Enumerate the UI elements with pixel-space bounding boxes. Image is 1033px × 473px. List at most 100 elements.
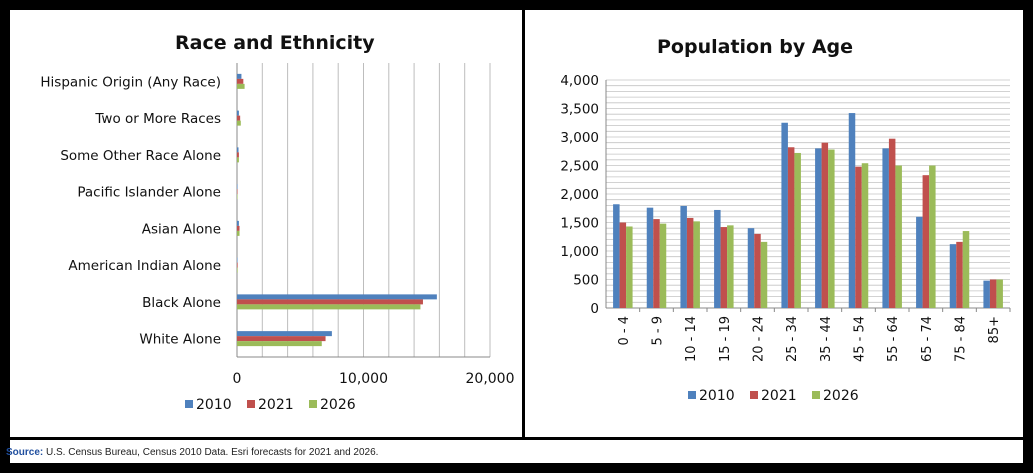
race-bar-white-alone-2026	[237, 341, 322, 347]
age-bar-55-64-2010	[882, 148, 889, 308]
race-bar-hispanic-origin-any-race-2026	[237, 83, 245, 89]
age-y-tick-label: 3,000	[560, 130, 599, 146]
race-category-label-american-indian-alone: American Indian Alone	[68, 258, 221, 274]
age-x-tick-label-15-19: 15 - 19	[718, 316, 733, 362]
frame-source-divider	[0, 437, 1033, 440]
frame-top-border	[0, 0, 1033, 10]
age-legend-label-2010: 2010	[699, 388, 735, 404]
age-bar-85-2021	[989, 279, 997, 308]
age-x-tick-label-10-14: 10 - 14	[684, 316, 699, 362]
age-bar-15-19-2026	[727, 225, 734, 308]
race-legend-label-2026: 2026	[320, 397, 356, 413]
age-y-tick-label: 1,500	[560, 216, 599, 232]
age-y-tick-label: 4,000	[560, 73, 599, 89]
race-bar-pacific-islander-alone-2010	[237, 184, 238, 190]
age-bar-35-44-2021	[821, 142, 829, 308]
race-bar-two-or-more-races-2026	[237, 120, 241, 126]
race-legend-label-2021: 2021	[258, 397, 294, 413]
age-bar-5-9-2026	[659, 223, 667, 308]
age-x-tick-label-5-9: 5 - 9	[651, 316, 666, 346]
frame-center-divider	[522, 0, 525, 440]
age-bar-85-2010	[983, 280, 990, 308]
age-bar-25-34-2010	[781, 122, 788, 308]
age-legend-swatch-2010	[688, 391, 696, 399]
race-bar-american-indian-alone-2026	[237, 267, 238, 273]
age-bar-15-19-2010	[714, 209, 721, 308]
age-legend-swatch-2026	[812, 391, 820, 399]
race-bar-some-other-race-alone-2021	[237, 152, 239, 158]
age-x-tick-label-35-44: 35 - 44	[819, 316, 834, 362]
age-bar-0-4-2010	[613, 204, 620, 308]
race-bar-two-or-more-races-2010	[237, 110, 239, 116]
race-category-label-two-or-more-races: Two or More Races	[94, 111, 221, 127]
race-category-label-black-alone: Black Alone	[142, 295, 221, 311]
race-legend-swatch-2026	[309, 400, 317, 408]
race-category-label-some-other-race-alone: Some Other Race Alone	[60, 148, 221, 164]
population-age-panel: Population by Age 0 500 1,000 1,500 2,000 2,5…	[525, 10, 1023, 437]
race-category-label-white-alone: White Alone	[139, 332, 221, 348]
race-bar-pacific-islander-alone-2026	[237, 194, 238, 200]
race-ethnicity-panel: Race and Ethnicity 0 10,000 20,000 Hispanic…	[10, 10, 522, 437]
age-bar-25-34-2026	[794, 152, 801, 308]
age-bar-75-84-2021	[956, 241, 963, 308]
age-x-tick-label-45-54: 45 - 54	[853, 316, 868, 362]
age-y-tick-label: 2,500	[560, 159, 599, 175]
race-category-label-asian-alone: Asian Alone	[142, 221, 221, 237]
race-bar-hispanic-origin-any-race-2010	[237, 73, 242, 79]
frame-right-border	[1023, 0, 1033, 473]
age-bar-75-84-2026	[962, 231, 970, 308]
race-x-tick-label: 20,000	[466, 371, 515, 387]
race-bar-black-alone-2026	[237, 304, 421, 310]
age-x-tick-label-20-24: 20 - 24	[752, 316, 767, 362]
race-category-label-pacific-islander-alone: Pacific Islander Alone	[77, 185, 221, 201]
age-x-tick-label-85: 85+	[987, 316, 1002, 343]
age-x-tick-label-65-74: 65 - 74	[920, 316, 935, 362]
race-x-tick-label: 10,000	[339, 371, 388, 387]
age-bar-15-19-2021	[720, 227, 728, 308]
race-chart: 0 10,000 20,000 Hispanic Origin (Any Race) T…	[40, 63, 515, 413]
race-bar-two-or-more-races-2021	[237, 115, 241, 121]
age-bar-5-9-2010	[646, 207, 654, 308]
age-bar-45-54-2026	[861, 163, 869, 308]
race-bar-american-indian-alone-2010	[237, 257, 238, 263]
age-bar-85-2026	[996, 279, 1003, 308]
race-bar-black-alone-2021	[237, 299, 423, 305]
age-bar-75-84-2010	[949, 244, 957, 308]
race-legend-label-2010: 2010	[196, 397, 232, 413]
age-y-tick-label: 500	[573, 273, 599, 289]
age-x-tick-label-55-64: 55 - 64	[886, 316, 901, 362]
age-bar-35-44-2026	[828, 149, 835, 308]
age-bar-0-4-2026	[626, 226, 633, 308]
race-x-tick-label: 0	[233, 371, 242, 387]
race-legend-swatch-2010	[185, 400, 193, 408]
age-bar-65-74-2010	[916, 216, 923, 308]
age-bar-55-64-2026	[895, 165, 902, 308]
race-bar-some-other-race-alone-2010	[237, 147, 239, 153]
race-bar-asian-alone-2010	[237, 220, 239, 226]
age-chart-title: Population by Age	[657, 36, 854, 58]
age-bar-20-24-2026	[760, 241, 768, 308]
age-bar-5-9-2021	[653, 219, 660, 308]
age-legend-swatch-2021	[750, 391, 758, 399]
age-x-tick-label-75-84: 75 - 84	[954, 316, 969, 362]
race-bar-hispanic-origin-any-race-2021	[237, 78, 244, 84]
frame-bottom-border	[0, 463, 1033, 473]
age-bar-0-4-2021	[619, 222, 627, 308]
age-bar-10-14-2021	[686, 217, 694, 308]
race-chart-title: Race and Ethnicity	[175, 32, 375, 54]
age-y-tick-label: 3,500	[560, 102, 599, 118]
age-bar-20-24-2021	[754, 233, 761, 308]
age-bar-35-44-2010	[815, 148, 822, 308]
race-bar-black-alone-2010	[237, 294, 437, 300]
age-bar-65-74-2026	[929, 165, 936, 308]
race-bar-pacific-islander-alone-2021	[237, 189, 238, 195]
age-legend-label-2021: 2021	[761, 388, 797, 404]
age-bar-20-24-2010	[747, 228, 755, 308]
age-bar-45-54-2021	[855, 166, 862, 308]
age-y-tick-label: 2,000	[560, 187, 599, 203]
frame-left-border	[0, 0, 10, 473]
age-y-tick-label: 1,000	[560, 244, 599, 260]
age-legend-label-2026: 2026	[823, 388, 859, 404]
race-bar-american-indian-alone-2021	[237, 262, 238, 268]
age-bar-55-64-2021	[888, 138, 896, 308]
